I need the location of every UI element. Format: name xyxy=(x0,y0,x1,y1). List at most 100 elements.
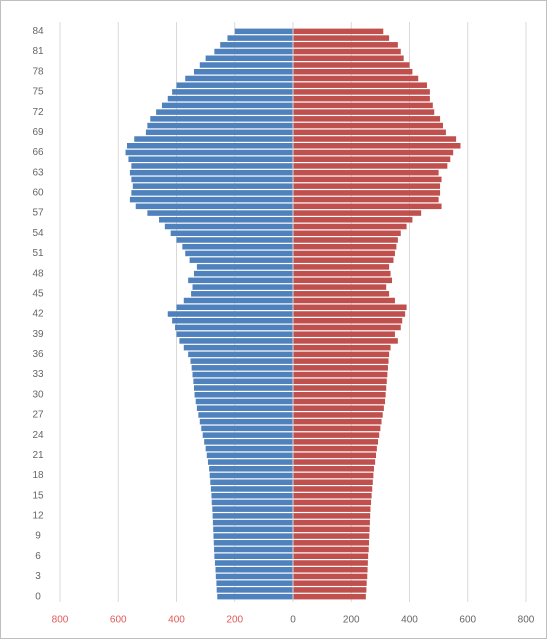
bar xyxy=(293,445,377,452)
bar xyxy=(135,203,293,210)
bar xyxy=(212,513,293,519)
y-tick-label: 18 xyxy=(32,470,44,481)
bar xyxy=(126,143,293,149)
bar xyxy=(293,183,441,189)
x-tick-label: 400 xyxy=(401,615,418,626)
bar xyxy=(293,338,398,344)
bar xyxy=(213,540,293,546)
bar xyxy=(205,55,293,62)
x-tick-label: 600 xyxy=(459,615,476,626)
bar xyxy=(293,593,366,600)
x-tick-label: 200 xyxy=(226,615,243,626)
y-tick-label: 72 xyxy=(32,107,44,118)
bar xyxy=(167,95,293,102)
y-tick-label: 54 xyxy=(32,228,44,239)
bar xyxy=(194,391,293,398)
y-tick-label: 21 xyxy=(32,450,44,461)
bar xyxy=(214,553,293,560)
y-tick-label: 12 xyxy=(32,511,44,522)
y-tick-label: 63 xyxy=(32,167,44,178)
y-tick-label: 6 xyxy=(35,551,41,562)
bar xyxy=(206,452,293,459)
bar xyxy=(129,196,293,203)
bar xyxy=(150,116,293,122)
bar xyxy=(188,351,293,358)
bar xyxy=(210,479,293,485)
bar xyxy=(131,163,293,169)
bar xyxy=(293,28,384,35)
bar xyxy=(293,136,457,142)
bar xyxy=(209,466,293,472)
bar xyxy=(293,331,395,337)
bar xyxy=(193,68,293,75)
bar xyxy=(293,472,374,479)
bar xyxy=(176,304,293,311)
bar xyxy=(293,459,376,465)
bar xyxy=(190,358,293,364)
bar xyxy=(212,519,293,526)
bar xyxy=(293,371,388,378)
bar xyxy=(293,82,427,88)
bar xyxy=(293,378,387,385)
bar xyxy=(293,190,441,196)
bar xyxy=(191,365,293,371)
y-tick-label: 81 xyxy=(32,46,44,57)
bar xyxy=(293,169,439,176)
bar xyxy=(213,526,293,533)
bar xyxy=(293,412,383,418)
bar xyxy=(129,169,293,176)
bar xyxy=(131,190,293,196)
bar xyxy=(167,311,293,317)
y-tick-label: 75 xyxy=(32,87,44,98)
x-tick-label: 0 xyxy=(290,615,296,626)
bar xyxy=(234,28,293,35)
bar xyxy=(196,405,293,411)
y-tick-label: 78 xyxy=(32,66,44,77)
bar xyxy=(179,338,293,344)
bar xyxy=(125,149,293,156)
x-tick-label: 600 xyxy=(110,615,127,626)
bar xyxy=(293,466,374,472)
bar xyxy=(293,156,451,162)
bar xyxy=(293,68,413,75)
bar xyxy=(211,492,293,499)
bar xyxy=(293,62,410,68)
bar xyxy=(220,42,293,48)
x-tick-label: 200 xyxy=(343,615,360,626)
bar xyxy=(175,324,293,331)
bar xyxy=(198,412,293,418)
bar xyxy=(293,163,448,169)
bar xyxy=(293,129,446,136)
y-tick-label: 66 xyxy=(32,147,44,158)
bar xyxy=(131,176,293,183)
bar xyxy=(293,210,422,216)
bar xyxy=(293,506,371,512)
bar xyxy=(185,75,293,82)
bar xyxy=(204,439,293,445)
x-tick-label: 800 xyxy=(52,615,69,626)
bar xyxy=(183,297,293,304)
y-tick-label: 3 xyxy=(35,571,41,582)
bar xyxy=(212,506,293,512)
bar xyxy=(217,593,293,600)
bar xyxy=(293,55,404,62)
bar xyxy=(293,143,461,149)
y-tick-label: 15 xyxy=(32,490,44,501)
bar xyxy=(215,573,293,580)
bar xyxy=(293,109,435,115)
bar xyxy=(293,311,406,317)
bar xyxy=(147,210,293,216)
bar xyxy=(293,358,389,364)
bar xyxy=(209,472,293,479)
bar xyxy=(293,149,454,156)
bar xyxy=(172,317,293,324)
bar xyxy=(213,533,293,539)
bar xyxy=(183,344,293,351)
bar xyxy=(293,344,391,351)
bar xyxy=(293,284,387,290)
y-tick-label: 84 xyxy=(32,26,44,37)
bar xyxy=(182,243,293,250)
bar xyxy=(293,573,368,580)
bar xyxy=(293,48,401,55)
bar xyxy=(293,499,372,506)
